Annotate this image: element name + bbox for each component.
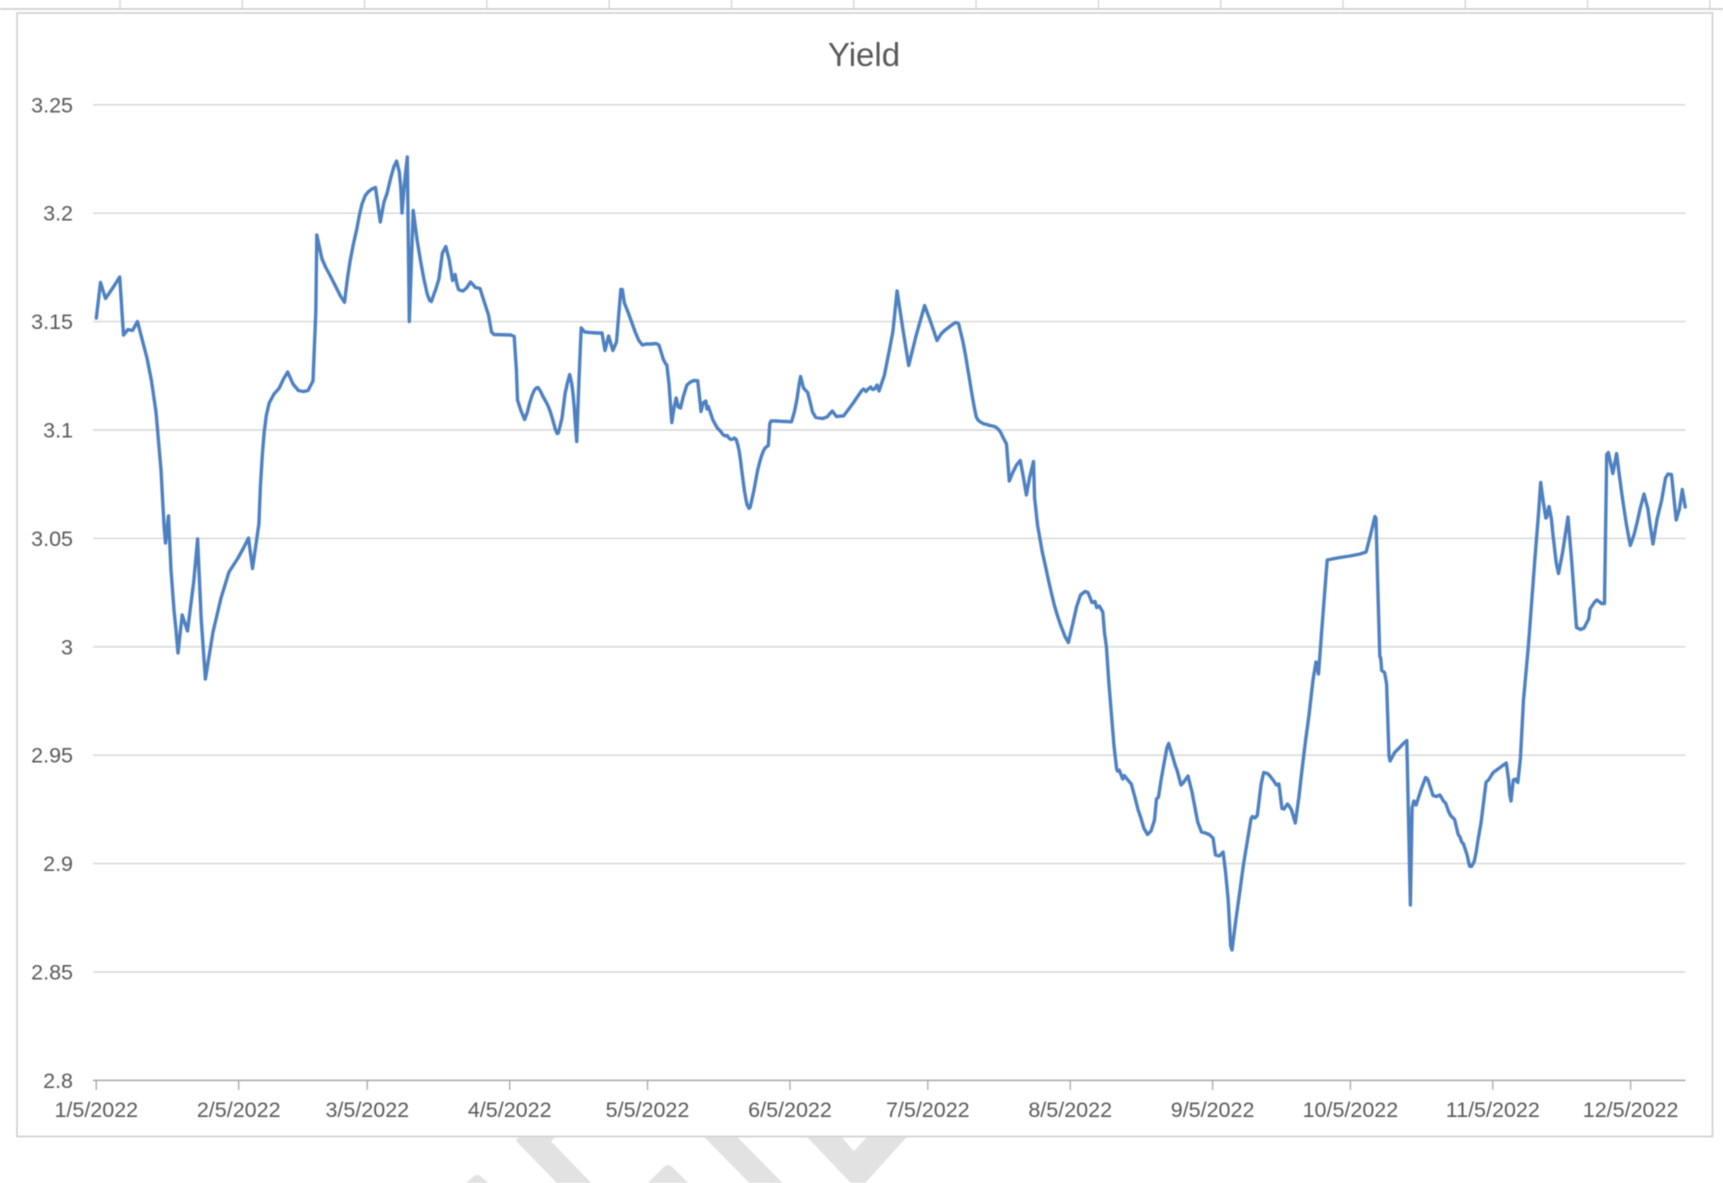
svg-text:3.25: 3.25 — [31, 93, 73, 117]
svg-text:10/5/2022: 10/5/2022 — [1303, 1098, 1399, 1122]
svg-text:6/5/2022: 6/5/2022 — [748, 1098, 832, 1122]
svg-text:11/5/2022: 11/5/2022 — [1446, 1098, 1540, 1122]
svg-text:8/5/2022: 8/5/2022 — [1028, 1098, 1112, 1122]
svg-text:7/5/2022: 7/5/2022 — [886, 1098, 970, 1122]
svg-text:2.8: 2.8 — [43, 1069, 73, 1093]
svg-text:Yield: Yield — [828, 36, 900, 73]
svg-text:12/5/2022: 12/5/2022 — [1583, 1098, 1679, 1122]
svg-text:3.2: 3.2 — [43, 202, 73, 226]
svg-text:9/5/2022: 9/5/2022 — [1171, 1098, 1255, 1122]
svg-text:2.9: 2.9 — [43, 852, 73, 876]
svg-text:2.85: 2.85 — [31, 961, 73, 985]
svg-text:1/5/2022: 1/5/2022 — [54, 1098, 138, 1122]
svg-text:2.95: 2.95 — [31, 744, 73, 768]
svg-text:3/5/2022: 3/5/2022 — [325, 1098, 409, 1122]
svg-text:5/5/2022: 5/5/2022 — [606, 1098, 690, 1122]
svg-text:3.05: 3.05 — [31, 527, 73, 551]
svg-text:3.1: 3.1 — [43, 419, 73, 443]
svg-text:3.15: 3.15 — [31, 310, 73, 334]
svg-text:2/5/2022: 2/5/2022 — [197, 1098, 281, 1122]
svg-text:3: 3 — [61, 635, 73, 659]
svg-text:4/5/2022: 4/5/2022 — [468, 1098, 552, 1122]
